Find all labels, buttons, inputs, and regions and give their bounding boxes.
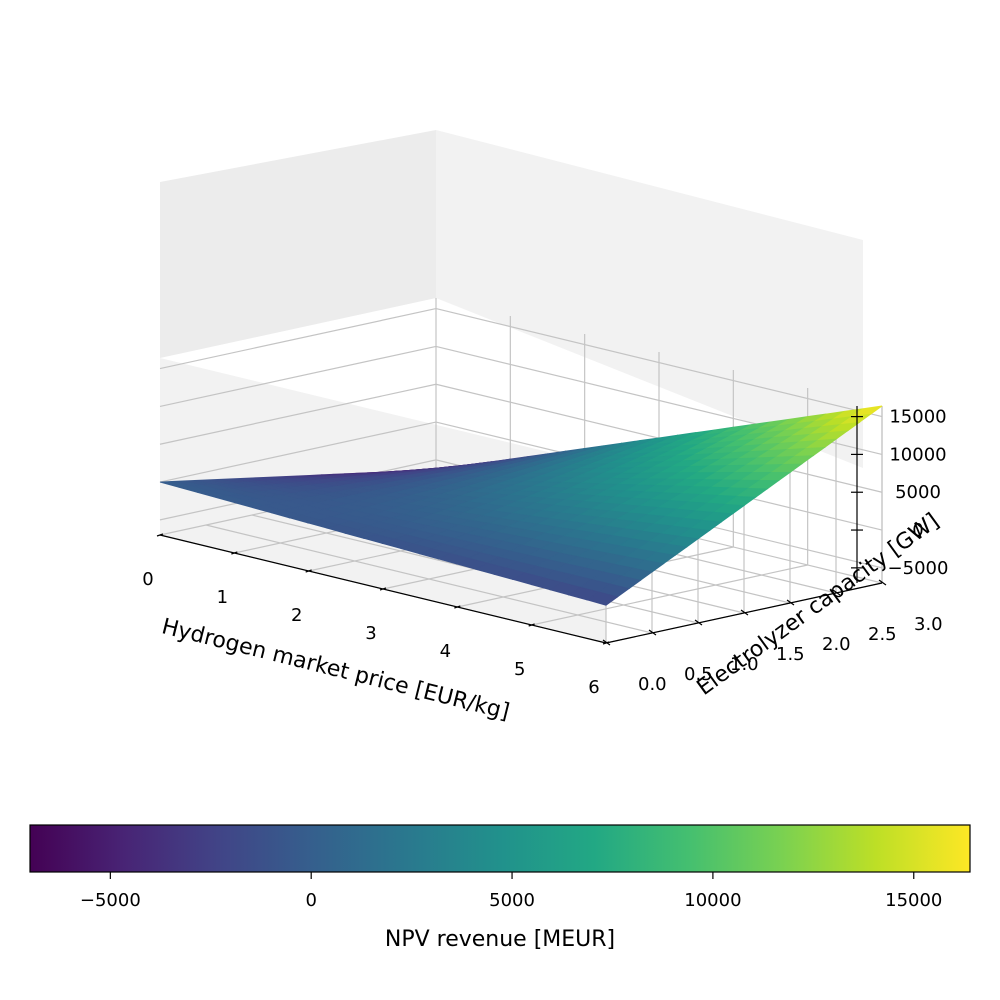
right-pane (436, 130, 863, 468)
x-tick (379, 587, 387, 591)
z-tick-label: 5000 (895, 482, 941, 503)
gridline (159, 308, 437, 370)
y-tick-label: 3.0 (914, 614, 943, 635)
x-tick (231, 551, 238, 555)
y-axis-line (605, 582, 883, 644)
surface-cell (586, 591, 619, 606)
colorbar: −5000 0 5000 10000 15000 NPV revenue [MEUR] (29, 824, 971, 952)
gridline (435, 308, 883, 418)
x-tick (305, 569, 312, 573)
y-tick-label: 0.5 (684, 664, 713, 685)
x-tick-label: 6 (588, 677, 599, 698)
gridline (159, 421, 437, 483)
x-tick-label: 5 (514, 659, 525, 680)
gridline (159, 345, 437, 407)
x-axis-label: Hydrogen market price [EUR/kg] (159, 614, 512, 725)
back-pane (160, 130, 436, 358)
colorbar-tick-label: 15000 (885, 890, 942, 911)
colorbar-tick-label: 10000 (684, 890, 741, 911)
z-tick-label: −5000 (888, 558, 949, 579)
y-tick-label: 2.5 (868, 624, 897, 645)
y-tick (694, 619, 703, 626)
x-ticks: 0 1 2 3 4 5 6 (142, 533, 610, 698)
y-tick (878, 579, 887, 586)
x-tick-label: 4 (440, 641, 451, 662)
x-tick-label: 0 (142, 569, 153, 590)
gridline (205, 524, 653, 634)
surface (159, 405, 883, 606)
y-ticks: 0.0 0.5 1.0 1.5 2.0 2.5 3.0 (602, 579, 943, 695)
y-tick (602, 639, 611, 646)
x-tick (454, 605, 461, 609)
y-tick-label: 2.0 (822, 634, 851, 655)
y-tick (786, 599, 795, 606)
x-tick (528, 623, 535, 627)
y-axis-label: Electrolyzer capacity [GW] (693, 509, 944, 701)
colorbar-gradient (29, 824, 971, 873)
z-tick-label: 15000 (889, 407, 946, 428)
z-ticks: −5000 0 5000 10000 15000 (851, 407, 948, 579)
y-tick-label: 1.0 (730, 654, 759, 675)
y-tick (832, 589, 841, 596)
colorbar-ticks: −5000 0 5000 10000 15000 (80, 872, 942, 911)
gridline (159, 383, 437, 445)
colorbar-label: NPV revenue [MEUR] (385, 927, 615, 952)
x-tick (602, 641, 610, 645)
y-tick-label: 0.0 (638, 674, 667, 695)
colorbar-tick-label: 0 (305, 890, 316, 911)
colorbar-tick-label: −5000 (80, 890, 141, 911)
z-tick-label: 10000 (889, 444, 946, 465)
x-tick (156, 533, 164, 537)
x-tick-label: 3 (365, 623, 376, 644)
y-tick-label: 1.5 (776, 644, 805, 665)
x-tick-label: 2 (291, 605, 302, 626)
y-tick (740, 609, 749, 616)
colorbar-tick-label: 5000 (489, 890, 535, 911)
z-tick-label: 0 (912, 520, 923, 541)
x-tick-label: 1 (217, 587, 228, 608)
y-tick (648, 629, 657, 636)
